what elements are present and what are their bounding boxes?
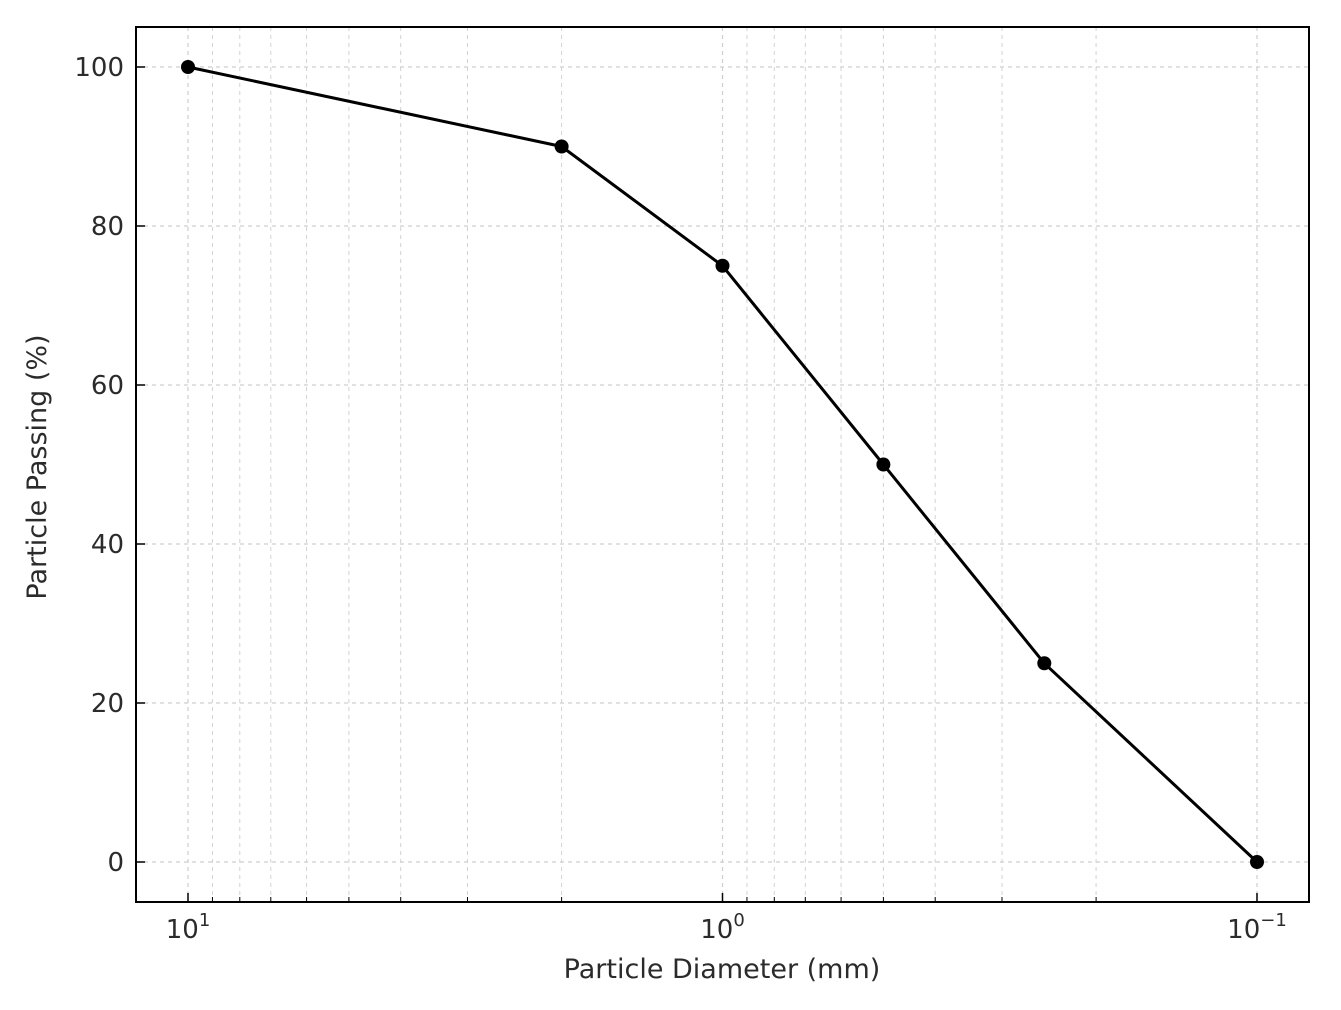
series-line [187,65,1259,864]
x-tick-label: 100 [700,910,745,945]
y-tick-label: 20 [91,689,124,719]
y-tick-label: 40 [91,530,124,560]
grid-lines [136,27,1309,902]
x-tick-label: 101 [166,910,211,945]
y-tick-label: 100 [74,53,124,83]
y-axis-title: Particle Passing (%) [22,334,53,599]
x-axis-title: Particle Diameter (mm) [564,954,881,985]
data-point-marker [1037,656,1052,671]
y-tick-label: 0 [107,848,124,878]
data-point-marker [876,457,891,472]
y-tick-label: 80 [91,212,124,242]
axis-ticks: 101 100 10−1 0 20 40 60 80 100 [74,53,1286,945]
data-point-marker [554,139,569,154]
y-tick-label: 60 [91,371,124,401]
data-point-marker [181,60,195,74]
data-point-marker [715,258,730,273]
data-point-marker [1250,855,1264,869]
data-series [181,60,1264,869]
x-tick-label: 10−1 [1227,910,1287,945]
